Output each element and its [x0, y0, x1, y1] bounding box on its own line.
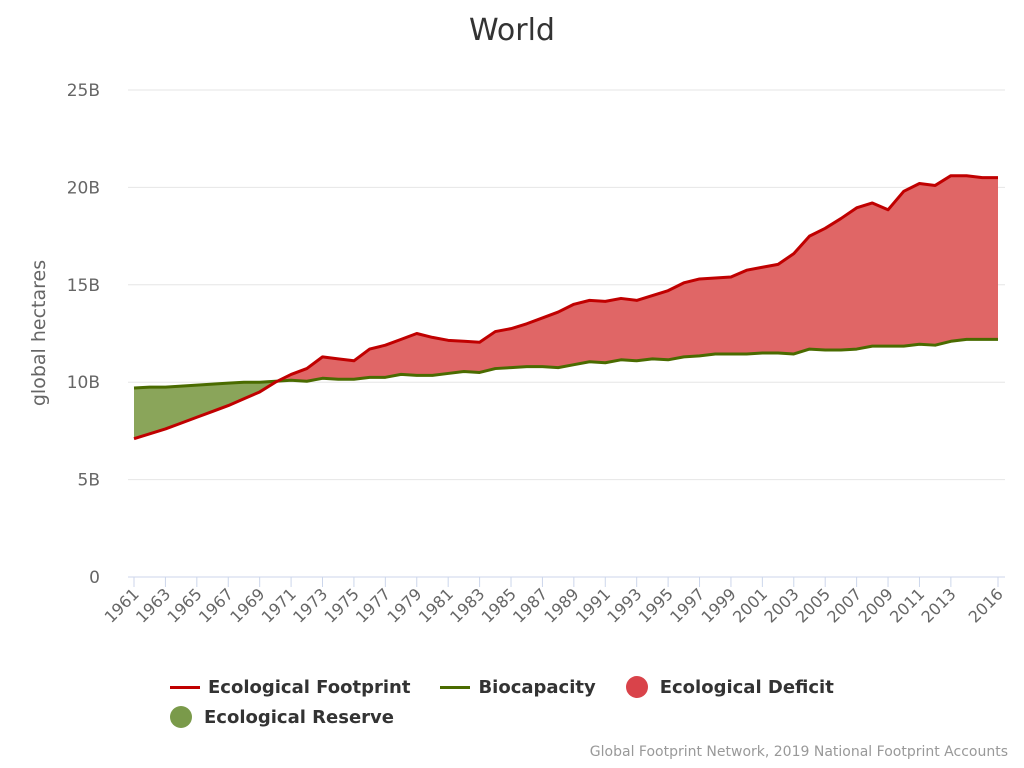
x-tick-label: 2003: [760, 584, 802, 626]
deficit-dot-icon: [625, 676, 648, 698]
legend-item-footprint[interactable]: Ecological Footprint: [170, 677, 410, 698]
x-tick-label: 1987: [509, 584, 551, 626]
x-tick-label: 1993: [603, 584, 645, 626]
x-tick-label: 1969: [226, 584, 268, 626]
x-tick-label: 1983: [446, 584, 488, 626]
reserve-dot-icon: [170, 706, 192, 728]
x-tick-label: 1999: [698, 584, 740, 626]
legend-label-footprint: Ecological Footprint: [208, 676, 411, 698]
biocapacity-line-icon: [440, 685, 471, 689]
x-tick-label: 1973: [289, 584, 331, 626]
footprint-line-icon: [170, 685, 200, 689]
x-tick-label: 2011: [886, 584, 928, 626]
reserve-area: [134, 381, 278, 439]
x-tick-label: 1981: [415, 584, 457, 626]
x-tick-label: 1965: [163, 584, 205, 626]
x-tick-label: 1985: [478, 584, 520, 626]
credits[interactable]: Global Footprint Network, 2019 National …: [589, 744, 1008, 760]
area-fills: [134, 175, 998, 439]
legend-label-deficit: Ecological Deficit: [659, 676, 834, 698]
y-tick-label: 0: [89, 568, 100, 588]
x-tick-label: 2005: [792, 584, 834, 626]
x-tick-label: 2001: [729, 584, 771, 626]
x-tick-label: 2013: [917, 584, 959, 626]
x-tick-label: 1977: [352, 584, 394, 626]
x-axis: 1961196319651967196919711973197519771979…: [101, 576, 1007, 627]
x-tick-label: 1991: [572, 584, 614, 626]
x-tick-label: 2007: [823, 584, 865, 626]
series-lines: [133, 174, 998, 441]
legend-label-biocapacity: Biocapacity: [478, 676, 596, 698]
y-tick-label: 20B: [67, 178, 100, 198]
y-tick-label: 5B: [78, 471, 100, 491]
x-tick-label: 1967: [195, 584, 237, 626]
y-tick-label: 15B: [67, 276, 100, 296]
legend-label-reserve: Ecological Reserve: [204, 706, 394, 728]
x-tick-label: 1975: [321, 584, 363, 626]
y-axis-label: global hectares: [28, 260, 50, 406]
legend-item-deficit[interactable]: Ecological Deficit: [625, 676, 834, 698]
x-tick-label: 1995: [635, 584, 677, 626]
x-tick-label: 1997: [666, 584, 708, 626]
x-tick-label: 1989: [540, 584, 582, 626]
deficit-area: [277, 175, 998, 382]
x-tick-label: 2009: [855, 584, 897, 626]
x-tick-label: 2016: [965, 584, 1007, 626]
legend-item-reserve[interactable]: Ecological Reserve: [170, 706, 394, 728]
footprint-line: [133, 174, 998, 441]
legend: Ecological Footprint Biocapacity Ecologi…: [170, 672, 890, 732]
x-tick-label: 1971: [258, 584, 300, 626]
y-tick-label: 25B: [67, 81, 100, 101]
x-tick-label: 1963: [132, 584, 174, 626]
legend-item-biocapacity[interactable]: Biocapacity: [440, 676, 596, 698]
y-axis: 0 5B 10B 15B 20B 25B: [67, 81, 100, 588]
chart-title: World: [469, 13, 555, 48]
y-tick-label: 10B: [67, 373, 100, 393]
x-tick-label: 1979: [383, 584, 425, 626]
x-tick-label: 1961: [101, 584, 143, 626]
